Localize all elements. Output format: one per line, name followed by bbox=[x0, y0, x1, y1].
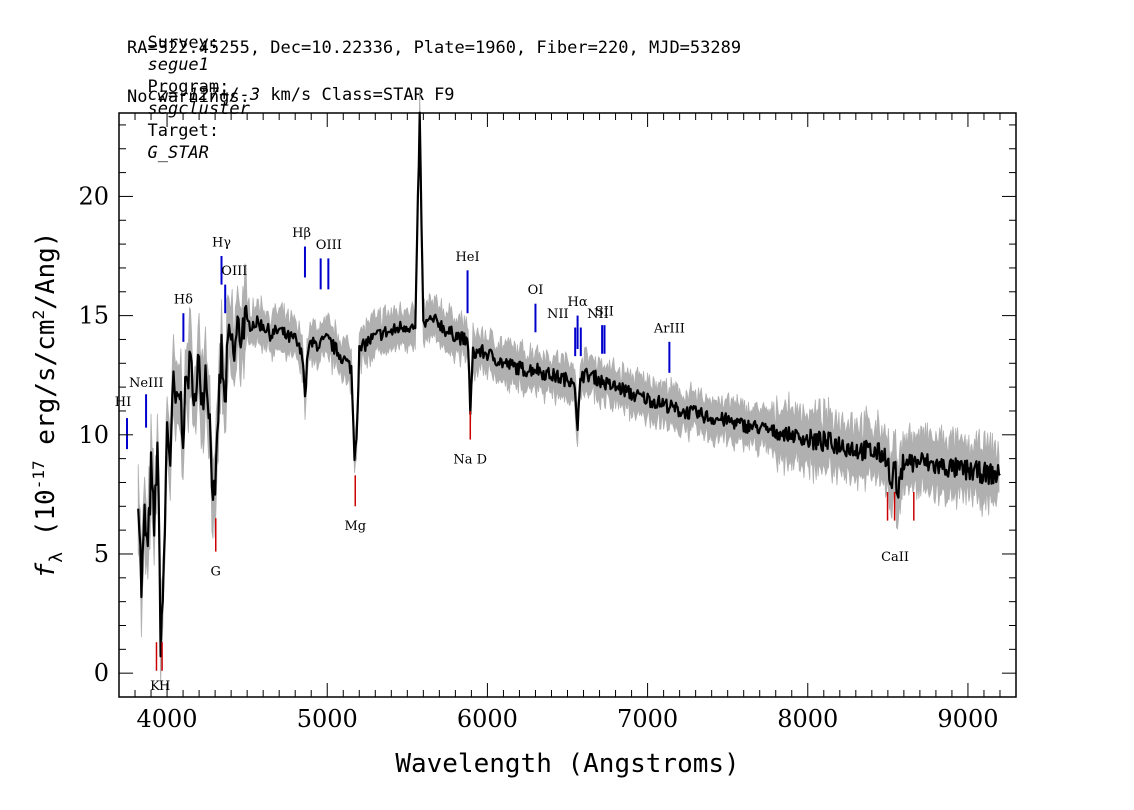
emission-label-h-: Hγ bbox=[212, 235, 231, 250]
emission-label-nii: NII bbox=[587, 307, 609, 322]
target-value: G_STAR bbox=[147, 143, 209, 163]
x-tick-label: 8000 bbox=[777, 705, 838, 733]
y-tick-label: 20 bbox=[78, 182, 109, 210]
plot-frame bbox=[118, 112, 1017, 698]
emission-label-neiii: NeIII bbox=[129, 376, 163, 391]
emission-label-sii: SII bbox=[595, 305, 614, 320]
absorption-label-k: K bbox=[150, 679, 160, 694]
emission-label-oiii: OIII bbox=[316, 238, 342, 253]
emission-label-nii: NII bbox=[547, 307, 569, 322]
line-markers: HINeIIIHδHγOIIIHβOIIIHeIOINIIHαNIISIIArI… bbox=[115, 226, 915, 694]
absorption-label-g: G bbox=[211, 564, 221, 579]
header-line-coordinates: RA=322.45255, Dec=10.22336, Plate=1960, … bbox=[127, 38, 742, 58]
emission-label-h-: Hβ bbox=[292, 226, 311, 241]
emission-label-oi: OI bbox=[528, 283, 544, 298]
emission-label-ariii: ArIII bbox=[653, 321, 685, 336]
absorption-label-na-d: Na D bbox=[453, 452, 487, 467]
x-tick-label: 5000 bbox=[297, 705, 358, 733]
y-axis-title-exp: -17 bbox=[29, 460, 48, 489]
emission-label-h-: Hα bbox=[568, 295, 588, 310]
y-axis: 0 5 10 15 20 bbox=[78, 124, 1016, 698]
survey-value: segue1 bbox=[147, 55, 209, 75]
cz-value: cz=-127+/-3 bbox=[147, 85, 261, 105]
absorption-label-mg: Mg bbox=[344, 519, 366, 534]
y-tick-label: 10 bbox=[78, 421, 109, 449]
emission-label-hi: HI bbox=[115, 395, 131, 410]
x-tick-label: 7000 bbox=[617, 705, 678, 733]
header-line-survey: Survey: segue1 Program: segcluster Targe… bbox=[127, 10, 250, 164]
absorption-label-h: H bbox=[159, 679, 170, 694]
y-axis-title-mid: erg/s/cm bbox=[31, 320, 61, 461]
x-tick-label: 9000 bbox=[937, 705, 998, 733]
program-label: Program: bbox=[147, 77, 230, 97]
emission-label-oiii: OIII bbox=[221, 264, 247, 279]
header-line-warnings: No warnings. bbox=[127, 87, 250, 107]
spectrum-line bbox=[137, 111, 1001, 658]
y-axis-title-suffix: /Ang) bbox=[31, 232, 61, 310]
y-axis-title-sub: λ bbox=[46, 552, 67, 563]
y-tick-label: 0 bbox=[94, 659, 109, 687]
x-axis-title: Wavelength (Angstroms) bbox=[395, 749, 739, 779]
cz-rest: km/s Class=STAR F9 bbox=[260, 85, 455, 105]
spectrum-series bbox=[137, 111, 1001, 658]
x-tick-label: 4000 bbox=[137, 705, 198, 733]
x-axis: 4000 5000 6000 7000 8000 9000 bbox=[118, 113, 1017, 733]
y-tick-label: 15 bbox=[78, 302, 109, 330]
emission-label-h-: Hδ bbox=[174, 293, 193, 308]
y-axis-title-exp2: 2 bbox=[29, 310, 48, 320]
absorption-label-caii: CaII bbox=[881, 550, 909, 565]
y-tick-label: 5 bbox=[94, 540, 109, 568]
survey-label: Survey: bbox=[147, 33, 220, 53]
y-axis-title-f: f bbox=[31, 562, 61, 578]
y-axis-title-prefix: (10 bbox=[31, 489, 61, 552]
program-value: segcluster bbox=[147, 99, 250, 119]
target-label: Target: bbox=[147, 121, 220, 141]
y-axis-title: fλ (10-17 erg/s/cm2/Ang) bbox=[29, 232, 67, 579]
emission-label-hei: HeI bbox=[455, 250, 479, 265]
x-tick-label: 6000 bbox=[457, 705, 518, 733]
header-line-redshift: cz=-127+/-3 km/s Class=STAR F9 bbox=[127, 62, 455, 106]
